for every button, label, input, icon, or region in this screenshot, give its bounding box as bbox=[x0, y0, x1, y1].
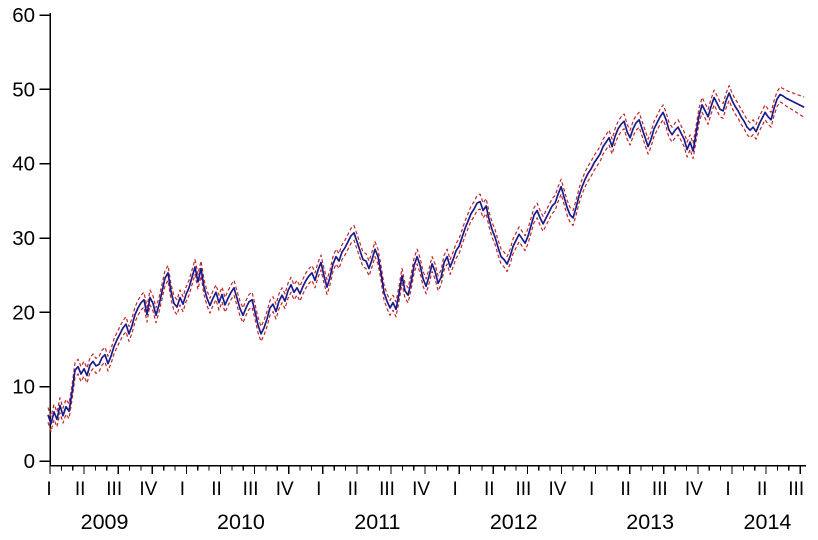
quarter-label: IV bbox=[549, 479, 567, 500]
quarter-label: I bbox=[316, 479, 321, 500]
y-axis-label: 50 bbox=[12, 78, 35, 101]
quarter-label: III bbox=[106, 479, 122, 500]
y-axis-label: 30 bbox=[12, 227, 35, 250]
y-axis-label: 0 bbox=[24, 450, 35, 473]
quarter-label: II bbox=[484, 479, 495, 500]
y-axis-label: 60 bbox=[12, 4, 35, 27]
quarter-label: II bbox=[348, 479, 359, 500]
year-label: 2011 bbox=[354, 510, 400, 534]
quarter-label: II bbox=[75, 479, 86, 500]
quarter-label: III bbox=[652, 479, 668, 500]
quarter-label: II bbox=[757, 479, 768, 500]
quarter-label: III bbox=[243, 479, 259, 500]
quarter-label: I bbox=[589, 479, 594, 500]
quarter-label: II bbox=[211, 479, 222, 500]
year-label: 2012 bbox=[490, 510, 538, 534]
year-label: 2009 bbox=[81, 510, 129, 534]
lower-band-line bbox=[47, 99, 805, 432]
year-label: 2010 bbox=[217, 510, 265, 534]
forecast-line bbox=[47, 92, 805, 425]
quarter-label: IV bbox=[685, 479, 703, 500]
quarter-label: II bbox=[620, 479, 631, 500]
quarter-label: I bbox=[180, 479, 185, 500]
quarter-label: IV bbox=[412, 479, 430, 500]
quarter-label: III bbox=[379, 479, 395, 500]
y-axis-label: 10 bbox=[12, 376, 35, 399]
quarter-label: III bbox=[788, 479, 804, 500]
quarter-label: I bbox=[46, 479, 51, 500]
quarter-label: III bbox=[515, 479, 531, 500]
quarter-label: IV bbox=[276, 479, 294, 500]
y-axis-label: 20 bbox=[12, 301, 35, 324]
year-label: 2013 bbox=[626, 510, 674, 534]
quarter-label: IV bbox=[139, 479, 157, 500]
quarter-label: I bbox=[725, 479, 730, 500]
upper-band-line bbox=[47, 84, 805, 417]
quarter-label: I bbox=[453, 479, 458, 500]
year-label: 2014 bbox=[744, 510, 792, 534]
y-axis-label: 40 bbox=[12, 153, 35, 176]
